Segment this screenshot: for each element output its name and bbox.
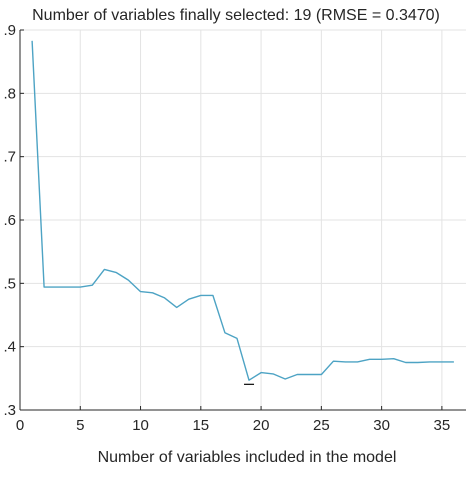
series-layer: [31, 40, 454, 386]
x-tick-label: 5: [76, 417, 84, 434]
y-tick-label: .8: [3, 85, 16, 102]
y-tick-label: .6: [3, 212, 16, 229]
x-axis-label: Number of variables included in the mode…: [98, 449, 397, 466]
axes: [19, 29, 466, 411]
x-tick-label: 15: [192, 417, 209, 434]
x-tick-label: 0: [16, 417, 24, 434]
x-tick-label: 30: [373, 417, 390, 434]
y-tick-label: .4: [3, 339, 16, 356]
y-tick-label: .9: [3, 22, 16, 39]
x-tick-label: 10: [132, 417, 149, 434]
tick-labels: 0 5 10 15 20 25 30 35 .3 .4 .5 .6 .7 .8 .9: [3, 22, 450, 434]
x-tick-label: 25: [313, 417, 330, 434]
chart-title: Number of variables finally selected: 19…: [32, 7, 440, 24]
y-tick-label: .5: [3, 275, 16, 292]
series-line: [31, 40, 454, 381]
y-tick-label: .3: [3, 402, 16, 419]
y-tick-label: .7: [3, 149, 16, 166]
x-tick-label: 20: [253, 417, 270, 434]
x-tick-label: 35: [434, 417, 451, 434]
